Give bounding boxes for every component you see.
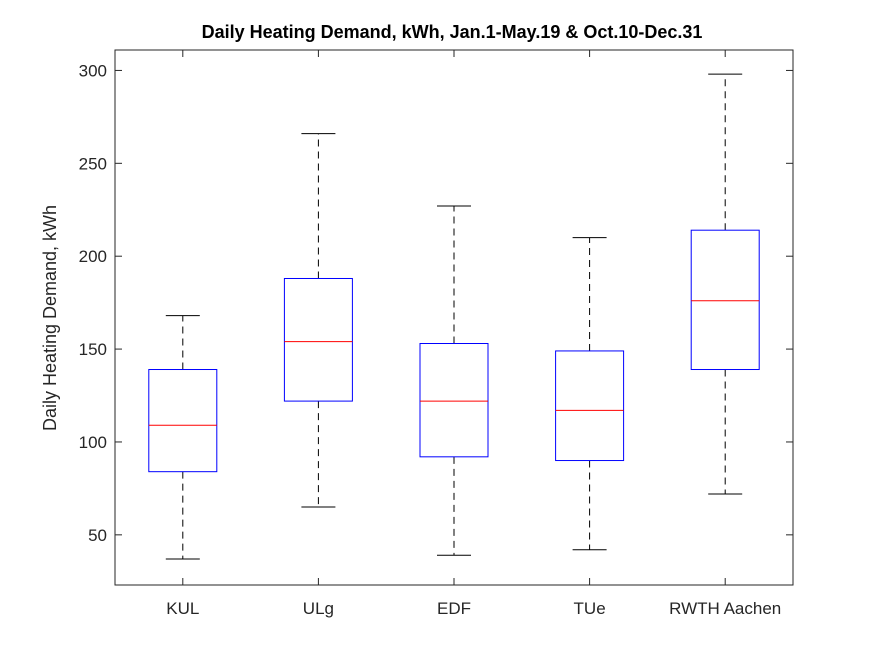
box-tue <box>555 237 625 551</box>
box-rwth-aachen <box>690 73 760 495</box>
iqr-box <box>283 277 353 402</box>
y-tick-label: 200 <box>79 247 107 266</box>
y-tick-label: 250 <box>79 154 107 173</box>
x-tick-label: KUL <box>166 599 199 618</box>
axis-ticks: 50 100 150 200 250 300 KUL ULg EDF TUe RWTH Aachen <box>79 50 793 618</box>
y-tick-label: 50 <box>88 526 107 545</box>
box-series <box>148 73 760 560</box>
iqr-box <box>555 350 625 462</box>
y-tick-label: 100 <box>79 433 107 452</box>
y-axis-label: Daily Heating Demand, kWh <box>40 205 60 431</box>
x-tick-label: ULg <box>303 599 334 618</box>
x-tick-label: TUe <box>574 599 606 618</box>
x-tick-label: RWTH Aachen <box>669 599 781 618</box>
x-tick-label: EDF <box>437 599 471 618</box>
chart-title: Daily Heating Demand, kWh, Jan.1-May.19 … <box>202 22 703 42</box>
y-tick-label: 300 <box>79 61 107 80</box>
box-ulg <box>283 133 353 508</box>
box-kul <box>148 315 218 560</box>
iqr-box <box>419 343 489 458</box>
box-edf <box>419 205 489 556</box>
iqr-box <box>690 229 760 371</box>
y-tick-label: 150 <box>79 340 107 359</box>
iqr-box <box>148 369 218 473</box>
